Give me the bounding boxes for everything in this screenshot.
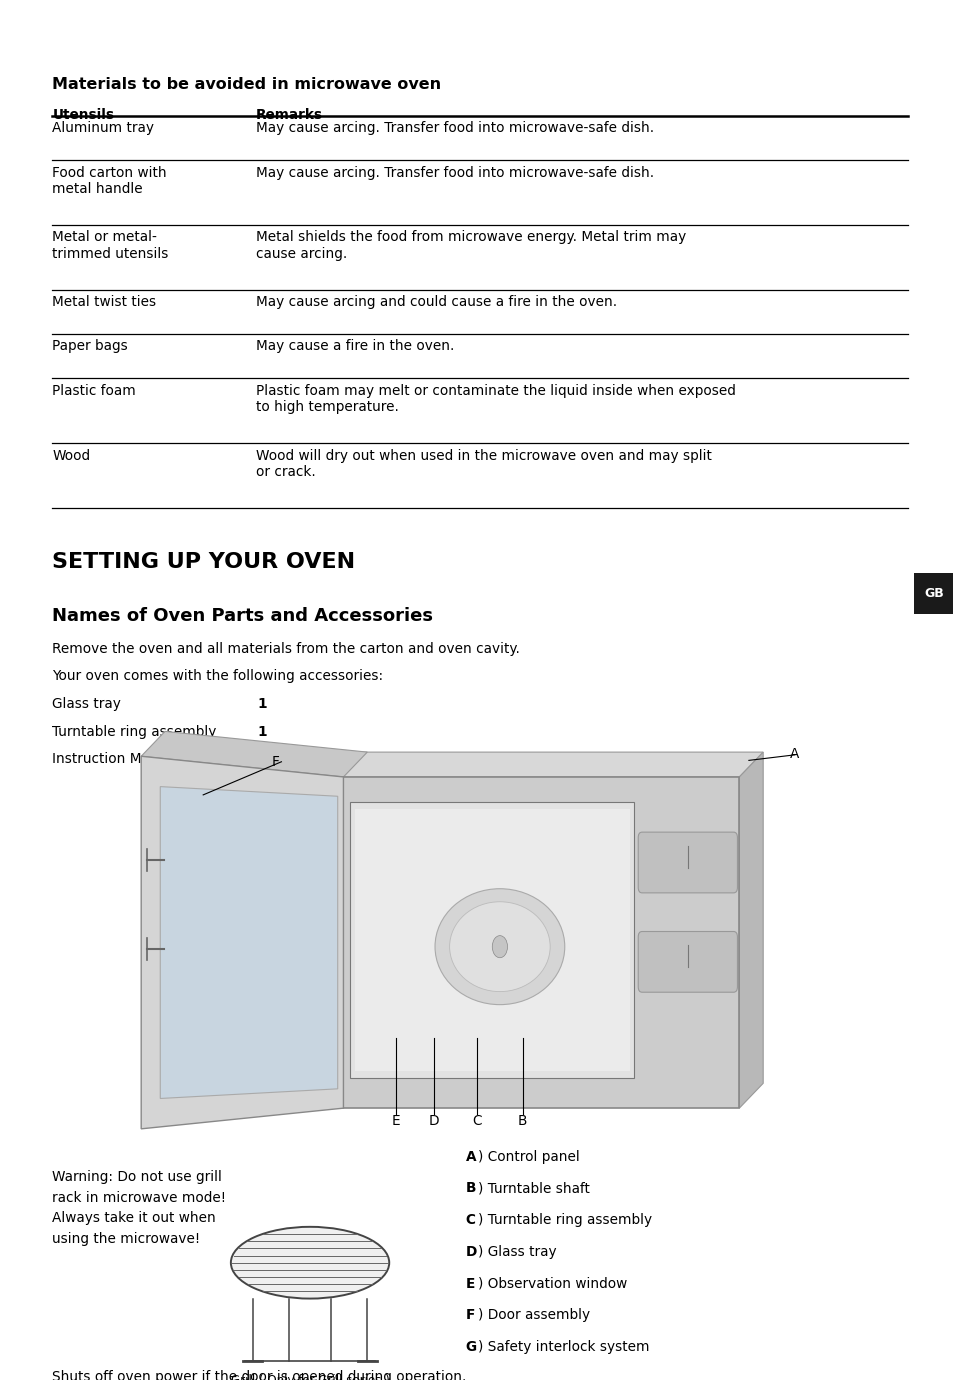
Text: B: B [465,1181,476,1195]
Text: 1: 1 [257,697,267,711]
Text: 1: 1 [257,752,267,766]
Text: Food carton with
metal handle: Food carton with metal handle [52,166,167,196]
Text: F: F [272,755,279,769]
Text: ) Door assembly: ) Door assembly [477,1308,590,1322]
Text: Metal twist ties: Metal twist ties [52,295,156,309]
Text: Remove the oven and all materials from the carton and oven cavity.: Remove the oven and all materials from t… [52,642,519,656]
Text: Remarks: Remarks [255,108,322,121]
Text: ) Glass tray: ) Glass tray [477,1245,556,1259]
Text: D: D [465,1245,476,1259]
FancyBboxPatch shape [638,932,737,992]
Text: Warning: Do not use grill
rack in microwave mode!
Always take it out when
using : Warning: Do not use grill rack in microw… [52,1170,227,1246]
Ellipse shape [435,889,564,1005]
Text: A: A [789,747,799,760]
Ellipse shape [231,1227,389,1299]
Text: Glass tray: Glass tray [52,697,121,711]
Text: G: G [465,1340,476,1354]
Text: C: C [472,1114,481,1127]
Ellipse shape [449,901,550,992]
Text: ) Turntable shaft: ) Turntable shaft [477,1181,589,1195]
Text: GB: GB [923,586,943,600]
Polygon shape [739,752,762,1108]
Polygon shape [338,752,762,777]
Text: May cause arcing. Transfer food into microwave-safe dish.: May cause arcing. Transfer food into mic… [255,121,653,135]
Text: G: G [141,1092,152,1105]
Text: Instruction Manual: Instruction Manual [52,752,180,766]
Text: Utensils: Utensils [52,108,114,121]
Text: Plastic foam may melt or contaminate the liquid inside when exposed
to high temp: Plastic foam may melt or contaminate the… [255,384,735,414]
Text: SETTING UP YOUR OVEN: SETTING UP YOUR OVEN [52,552,355,571]
Text: Metal shields the food from microwave energy. Metal trim may
cause arcing.: Metal shields the food from microwave en… [255,230,685,261]
Text: C: C [465,1213,475,1227]
FancyBboxPatch shape [638,832,737,893]
Text: May cause arcing and could cause a fire in the oven.: May cause arcing and could cause a fire … [255,295,617,309]
FancyBboxPatch shape [350,802,634,1078]
Text: Grill ( Only for Grill series ): Grill ( Only for Grill series ) [231,1374,389,1380]
Text: Wood: Wood [52,448,91,462]
Circle shape [492,936,507,958]
Text: 1: 1 [257,724,267,738]
Polygon shape [160,787,337,1098]
Polygon shape [141,756,343,1129]
Text: Plastic foam: Plastic foam [52,384,136,397]
Text: B: B [517,1114,527,1127]
Text: ) Safety interlock system: ) Safety interlock system [477,1340,649,1354]
Text: E: E [465,1276,475,1290]
Text: D: D [428,1114,439,1127]
Text: E: E [391,1114,400,1127]
Text: A: A [465,1150,476,1163]
Text: ) Control panel: ) Control panel [477,1150,579,1163]
Text: ) Turntable ring assembly: ) Turntable ring assembly [477,1213,652,1227]
Text: Your oven comes with the following accessories:: Your oven comes with the following acces… [52,669,383,683]
Text: Shuts off oven power if the door is opened during operation.: Shuts off oven power if the door is open… [52,1370,466,1380]
Text: Paper bags: Paper bags [52,339,128,353]
FancyBboxPatch shape [338,777,739,1108]
FancyBboxPatch shape [355,809,629,1071]
Text: Metal or metal-
trimmed utensils: Metal or metal- trimmed utensils [52,230,169,261]
Text: May cause a fire in the oven.: May cause a fire in the oven. [255,339,454,353]
Text: F: F [465,1308,475,1322]
FancyBboxPatch shape [913,573,953,614]
Text: Materials to be avoided in microwave oven: Materials to be avoided in microwave ove… [52,77,441,92]
Text: May cause arcing. Transfer food into microwave-safe dish.: May cause arcing. Transfer food into mic… [255,166,653,179]
Text: Aluminum tray: Aluminum tray [52,121,154,135]
Text: ) Observation window: ) Observation window [477,1276,626,1290]
Text: Names of Oven Parts and Accessories: Names of Oven Parts and Accessories [52,607,433,625]
Polygon shape [141,731,367,777]
Text: Turntable ring assembly: Turntable ring assembly [52,724,216,738]
Text: Wood will dry out when used in the microwave oven and may split
or crack.: Wood will dry out when used in the micro… [255,448,711,479]
